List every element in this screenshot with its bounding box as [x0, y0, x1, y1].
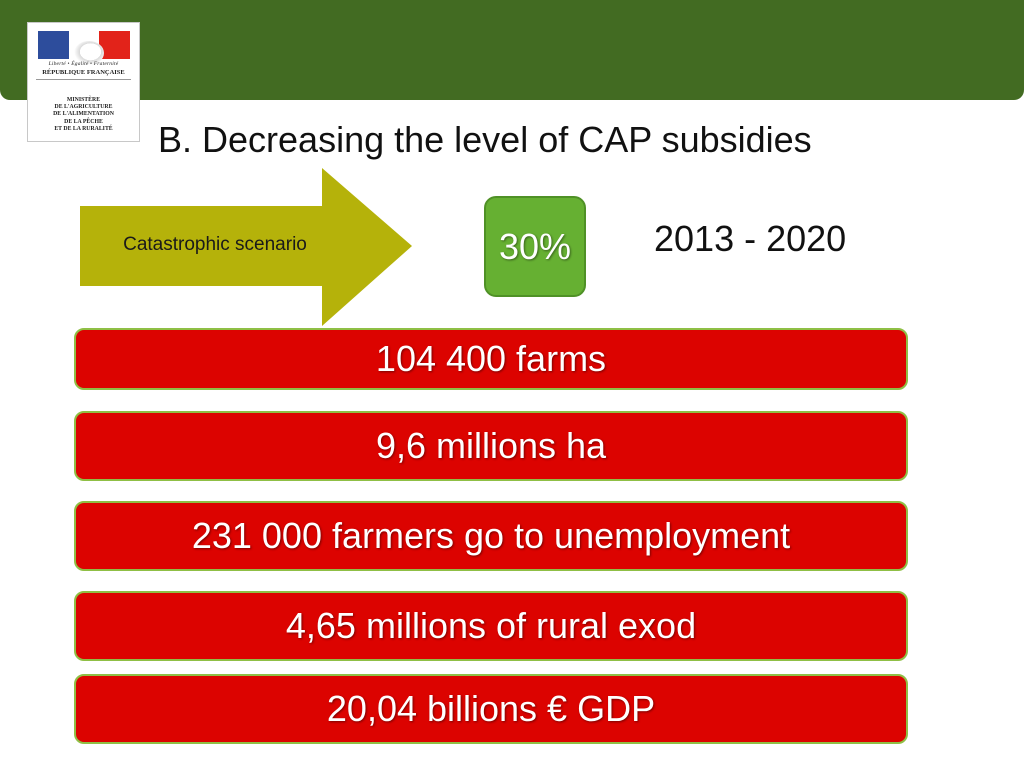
stat-unemployment: 231 000 farmers go to unemployment	[74, 501, 908, 571]
logo-ministry-line: DE LA PÊCHE	[64, 118, 103, 125]
french-flag-icon	[38, 31, 131, 65]
stat-hectares: 9,6 millions ha	[74, 411, 908, 481]
logo-ministry-line: DE L'ALIMENTATION	[53, 111, 114, 118]
logo-republic: RÉPUBLIQUE FRANÇAISE	[42, 69, 125, 76]
stat-rural-exodus: 4,65 millions of rural exod	[74, 591, 908, 661]
logo-motto: Liberté • Égalité • Fraternité	[48, 61, 119, 67]
logo-ministry-line: DE L'AGRICULTURE	[54, 104, 113, 111]
scenario-label: Catastrophic scenario	[123, 234, 307, 255]
reduction-badge: 30%	[484, 196, 586, 297]
slide-title: B. Decreasing the level of CAP subsidies	[158, 119, 812, 160]
logo-ministry: MINISTÈRE DE L'AGRICULTURE DE L'ALIMENTA…	[28, 97, 139, 133]
logo-divider	[36, 79, 131, 80]
stat-gdp: 20,04 billions € GDP	[74, 674, 908, 744]
period-label: 2013 - 2020	[654, 218, 847, 259]
scenario-arrow	[80, 168, 412, 326]
logo-ministry-line: ET DE LA RURALITÉ	[54, 125, 113, 132]
marianne-icon	[74, 41, 104, 65]
top-banner	[0, 0, 1024, 100]
logo-ministry-line: MINISTÈRE	[66, 97, 101, 103]
republique-francaise-logo: Liberté • Égalité • Fraternité RÉPUBLIQU…	[27, 22, 140, 142]
stat-farms: 104 400 farms	[74, 328, 908, 390]
arrow-shape	[80, 168, 412, 326]
